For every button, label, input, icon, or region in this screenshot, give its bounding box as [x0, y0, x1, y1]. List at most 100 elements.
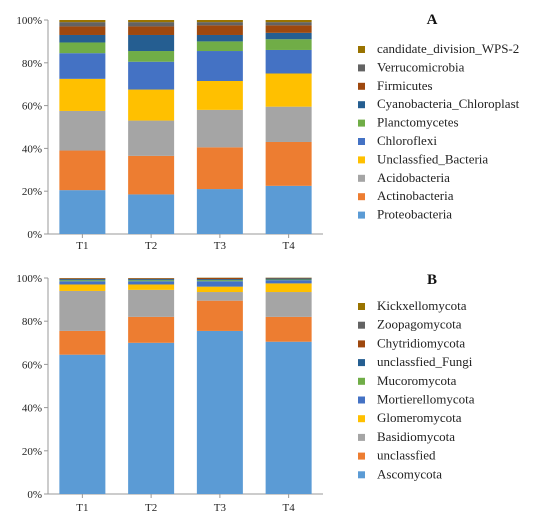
bar-segment	[128, 22, 175, 27]
x-tick-label: T4	[283, 502, 296, 514]
legend-entry: Verrucomicrobia	[377, 59, 465, 74]
bar-segment	[128, 281, 175, 285]
x-tick-label: T4	[283, 240, 296, 252]
bar-segment	[128, 20, 175, 23]
bar-segment	[59, 42, 106, 54]
legend-entry: Actinobacteria	[377, 188, 454, 203]
legend-entry: Proteobacteria	[377, 207, 452, 222]
legend-swatch	[358, 138, 365, 145]
y-tick-label: 60%	[22, 359, 42, 371]
bar-segment	[128, 289, 175, 317]
bar-segment	[196, 41, 243, 52]
y-tick-label: 80%	[22, 58, 42, 70]
bar-segment	[196, 80, 243, 110]
bar-segment	[265, 292, 312, 317]
y-tick-label: 40%	[22, 143, 42, 155]
bar-segment	[265, 278, 312, 280]
legend-swatch	[358, 193, 365, 201]
x-tick-label: T1	[76, 502, 88, 514]
bar-segment	[59, 278, 106, 280]
bar-segment	[128, 279, 175, 281]
bar-segment	[59, 53, 106, 79]
bar-segment	[196, 330, 243, 494]
legend-swatch	[358, 156, 365, 164]
panel-label: A	[427, 12, 438, 28]
bar-segment	[265, 316, 312, 342]
x-tick-label: T1	[76, 240, 88, 252]
legend: candidate_division_WPS-2 Verrucomicrobia F…	[358, 41, 520, 222]
legend-entry: Glomeromycota	[377, 410, 462, 425]
bar-segment	[59, 330, 106, 355]
bar-segment	[128, 284, 175, 290]
bar-segment	[265, 22, 312, 26]
legend-swatch	[358, 303, 365, 310]
x-tick-label: T2	[145, 240, 157, 252]
panel-label: B	[427, 272, 437, 288]
bar-segment	[265, 73, 312, 107]
bar-segment	[59, 110, 106, 151]
legend-entry: unclassfied_Fungi	[377, 354, 473, 369]
y-tick-label: 20%	[22, 446, 42, 458]
legend-swatch	[358, 101, 365, 109]
legend-entry: unclassfied	[377, 448, 436, 463]
bar-segment	[128, 194, 175, 234]
legend-entry: Firmicutes	[377, 78, 433, 93]
bar-segment	[196, 34, 243, 42]
bar-segment	[128, 34, 175, 52]
bar-segment	[265, 25, 312, 33]
legend-entry: Planctomycetes	[377, 115, 459, 130]
bar-segment	[59, 34, 106, 43]
y-tick-label: 60%	[22, 101, 42, 113]
bar-segment	[265, 280, 312, 284]
y-tick-label: 100%	[16, 15, 42, 27]
x-tick-label: T3	[214, 502, 227, 514]
chart-panel-b: 0% 20% 40% 60% 80% 100% T1 T2 T3 T4 B Kickxellomyco…	[16, 272, 474, 514]
bar-segment	[128, 342, 175, 494]
legend-entry: candidate_division_WPS-2	[377, 41, 519, 56]
bar-segment	[59, 279, 106, 281]
legend-entry: Zoopagomycota	[377, 317, 462, 332]
legend-entry: Chytridiomycota	[377, 335, 465, 350]
bar-segment	[196, 279, 243, 281]
bar-segment	[59, 284, 106, 291]
legend-swatch	[358, 119, 365, 127]
bar-segment	[128, 89, 175, 121]
bar-segment	[59, 22, 106, 27]
bar-segment	[196, 278, 243, 280]
legend-swatch	[358, 64, 365, 72]
legend-swatch	[358, 359, 365, 367]
legend-swatch	[358, 46, 365, 53]
legend-swatch	[358, 211, 365, 219]
legend-entry: Kickxellomycota	[377, 298, 467, 313]
bar-segment	[265, 283, 312, 293]
bar-segment	[265, 141, 312, 186]
legend-swatch	[358, 396, 365, 404]
bar-segment	[59, 354, 106, 494]
legend-entry: Ascomycota	[377, 466, 442, 481]
bar-segment	[128, 26, 175, 35]
y-tick-label: 0%	[27, 489, 42, 501]
legend-entry: Unclassfied_Bacteria	[377, 151, 488, 166]
bar-segment	[128, 278, 175, 280]
bar-segment	[59, 26, 106, 35]
legend-entry: Cyanobacteria_Chloroplast	[377, 96, 520, 111]
bar-segment	[196, 51, 243, 81]
bar-segment	[196, 147, 243, 190]
bar-segment	[265, 279, 312, 281]
legend-entry: Mucoromycota	[377, 373, 457, 388]
bar-segment	[196, 109, 243, 148]
legend-swatch	[358, 452, 365, 460]
legend-swatch	[358, 433, 365, 441]
bar-segment	[59, 78, 106, 111]
bar-segment	[196, 300, 243, 331]
bar-segment	[265, 106, 312, 142]
bar-segment	[196, 189, 243, 234]
bar-segment	[128, 61, 175, 90]
bar-segment	[128, 316, 175, 343]
chart-panel-a: 0% 20% 40% 60% 80% 100% T1 T2 T3 T4 Acandidate_div…	[16, 12, 519, 252]
legend-swatch	[358, 340, 365, 348]
bar-segment	[59, 150, 106, 191]
bar-segment	[196, 292, 243, 301]
bar-segment	[128, 155, 175, 195]
